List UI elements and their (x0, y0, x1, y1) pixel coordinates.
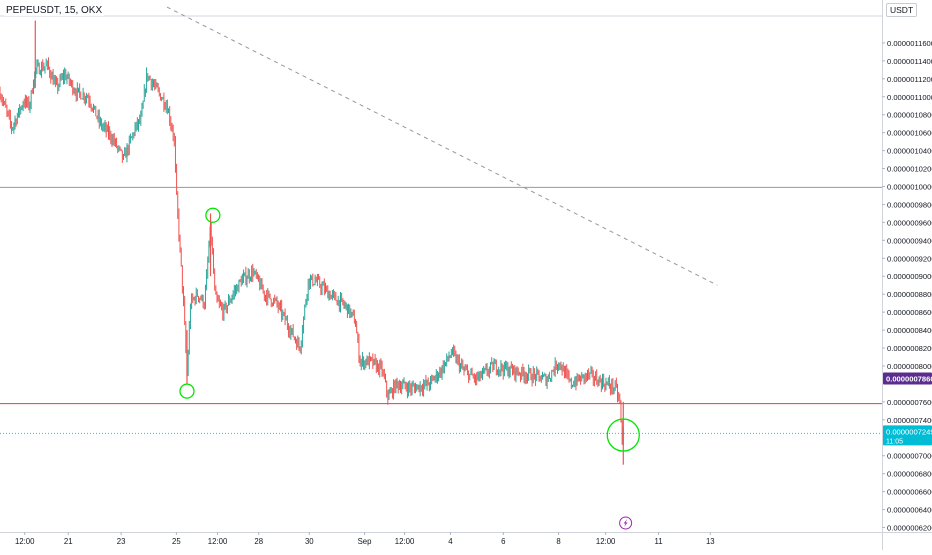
price-tick-label: 0.0000009400 (887, 236, 932, 245)
price-tick-label: 0.0000006200 (887, 524, 932, 533)
last-price-label: 0.0000007249 (886, 427, 932, 436)
price-tick-label: 0.0000007400 (887, 416, 932, 425)
price-tick-label: 0.0000011200 (887, 75, 932, 84)
time-tick-label: 12:00 (15, 537, 35, 546)
price-tick-label: 0.0000011000 (887, 93, 932, 102)
price-tick-label: 0.0000008200 (887, 344, 932, 353)
time-tick-label: 25 (172, 537, 181, 546)
time-tick-label: 8 (556, 537, 560, 546)
time-tick-label: 23 (117, 537, 126, 546)
price-tick-label: 0.0000009200 (887, 254, 932, 263)
lightning-icon[interactable] (619, 516, 633, 530)
time-tick-label: 6 (501, 537, 505, 546)
price-tick-label: 0.0000007000 (887, 452, 932, 461)
time-tick-label: 12:00 (596, 537, 616, 546)
highlight-circle (179, 383, 195, 399)
highlight-circle (606, 418, 640, 452)
price-tick-label: 0.0000010000 (887, 183, 932, 192)
symbol-title[interactable]: PEPEUSDT, 15, OKX (4, 5, 105, 16)
time-tick-label: 12:00 (395, 537, 415, 546)
candles-layer[interactable] (0, 20, 624, 465)
time-tick-label: Sep (358, 537, 373, 546)
time-tick-label: 12:00 (208, 537, 228, 546)
lightning-icon-glyph[interactable] (623, 519, 628, 527)
trend-line (166, 6, 718, 286)
time-tick-label: 21 (64, 537, 73, 546)
bar-countdown: 11:05 (886, 438, 903, 445)
price-tick-label: 0.0000011400 (887, 57, 932, 66)
price-tick-label: 0.0000010200 (887, 165, 932, 174)
last-price-badge (883, 425, 932, 446)
price-tick-label: 0.0000008800 (887, 290, 932, 299)
price-tick-label: 0.0000010600 (887, 129, 932, 138)
price-tick-label: 0.0000009600 (887, 218, 932, 227)
price-tick-label: 0.0000008000 (887, 362, 932, 371)
price-tick-label: 0.0000009000 (887, 272, 932, 281)
marked-price-label: 0.0000007860 (886, 375, 932, 384)
time-tick-label: 4 (448, 537, 453, 546)
currency-button[interactable]: USDT (886, 3, 918, 17)
price-tick-label: 0.0000008400 (887, 326, 932, 335)
price-tick-label: 0.0000010400 (887, 147, 932, 156)
time-tick-label: 30 (305, 537, 314, 546)
price-tick-label: 0.0000011600 (887, 39, 932, 48)
price-tick-label: 0.0000006600 (887, 488, 932, 497)
price-tick-label: 0.0000009800 (887, 200, 932, 209)
price-tick-label: 0.0000008600 (887, 308, 932, 317)
highlight-circle (205, 207, 221, 223)
price-tick-label: 0.0000006400 (887, 506, 932, 515)
price-tick-label: 0.0000007600 (887, 398, 932, 407)
time-tick-label: 28 (254, 537, 263, 546)
price-labels: 0.0000007860 0.0000007249 11:05 (883, 372, 932, 446)
annotation-lines (0, 6, 882, 434)
marked-price-badge (883, 372, 932, 385)
time-tick-label: 11 (655, 537, 663, 546)
time-tick-label: 13 (706, 537, 715, 546)
price-tick-label: 0.0000006800 (887, 470, 932, 479)
annotation-circles (179, 207, 640, 452)
price-tick-label: 0.0000010800 (887, 111, 932, 120)
